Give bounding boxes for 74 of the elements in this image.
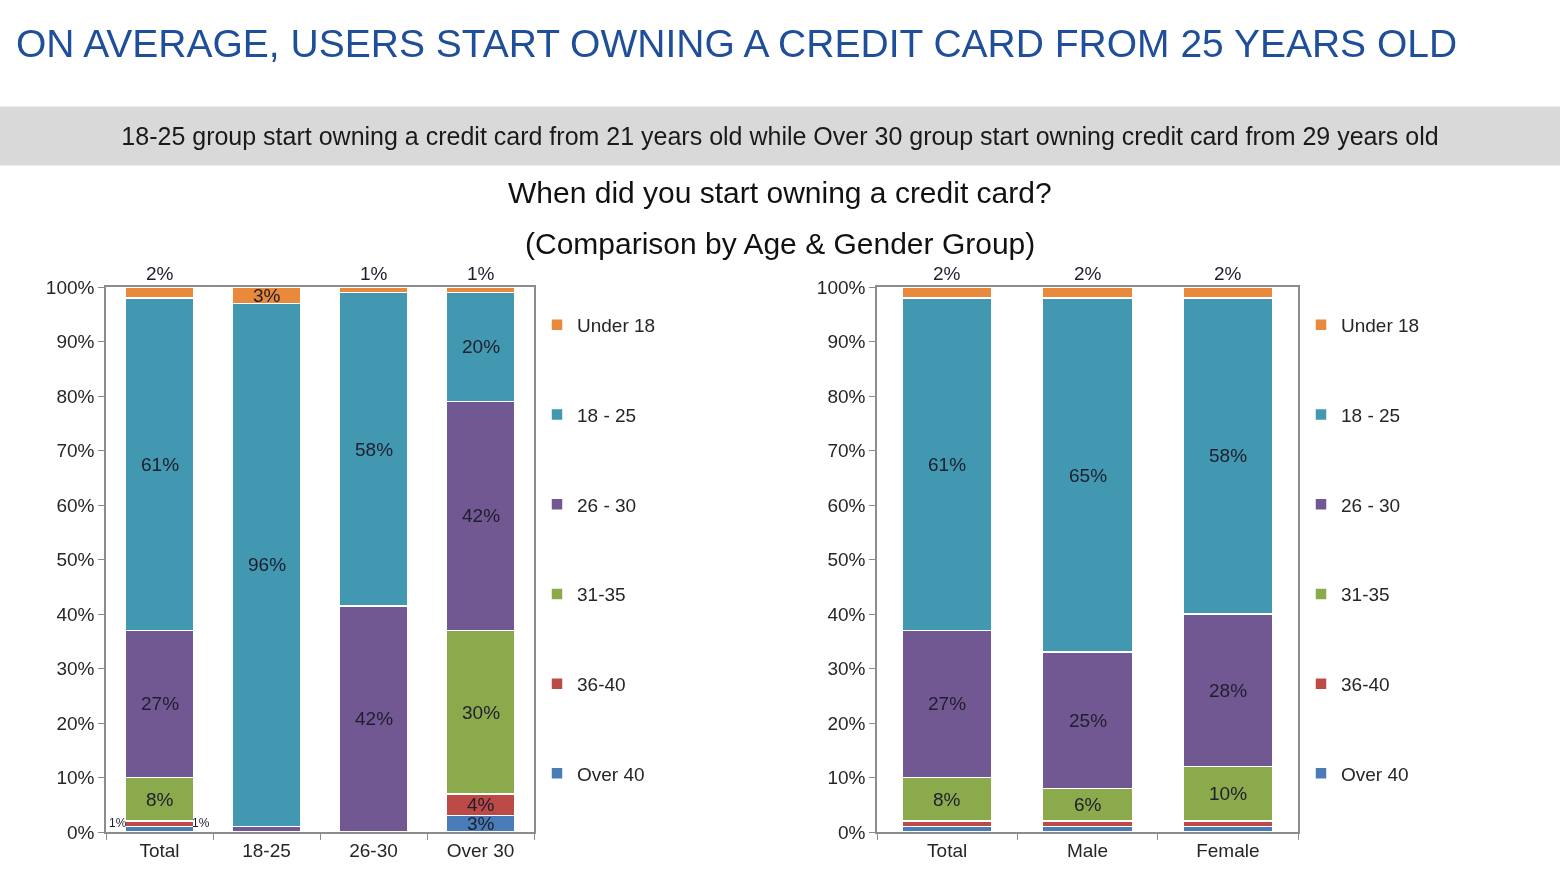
data-label: 58% xyxy=(1209,445,1248,466)
y-tick-label: 20% xyxy=(827,712,866,734)
legend-label: 36-40 xyxy=(577,674,626,696)
data-label: 2% xyxy=(146,263,174,284)
data-label: 42% xyxy=(462,505,501,526)
y-tick-label: 70% xyxy=(827,440,866,462)
y-tick-label: 30% xyxy=(827,658,866,680)
x-tick-label: Total xyxy=(139,839,180,861)
data-label: 6% xyxy=(1074,794,1102,815)
y-tick-label: 100% xyxy=(45,276,95,298)
y-tick-label: 90% xyxy=(827,331,866,353)
data-label: 27% xyxy=(928,693,967,714)
data-label: 3% xyxy=(467,813,495,834)
y-tick-label: 50% xyxy=(56,549,95,571)
data-label: 2% xyxy=(1214,263,1242,284)
x-tick-label: Total xyxy=(927,839,968,861)
data-label: 1% xyxy=(109,816,127,830)
data-label: 2% xyxy=(1074,263,1102,284)
legend-label: 31-35 xyxy=(1341,584,1390,606)
data-label: 1% xyxy=(360,263,388,284)
data-label: 2% xyxy=(933,263,961,284)
y-tick-label: 80% xyxy=(827,385,866,407)
legend-label: Over 40 xyxy=(577,763,645,785)
data-label: 3% xyxy=(253,285,281,306)
data-label: 1% xyxy=(192,816,210,830)
data-label: 65% xyxy=(1069,465,1108,486)
y-tick-label: 20% xyxy=(56,712,95,734)
y-tick-label: 0% xyxy=(837,821,866,843)
data-label: 25% xyxy=(1069,710,1108,731)
x-tick-label: Male xyxy=(1066,839,1109,861)
legend-label: 26 - 30 xyxy=(577,494,637,516)
data-label: 8% xyxy=(933,789,961,810)
x-tick-label: 18-25 xyxy=(242,839,291,861)
data-label: 30% xyxy=(462,702,501,723)
y-tick-label: 40% xyxy=(827,603,866,625)
y-tick-label: 70% xyxy=(56,440,95,462)
y-tick-label: 60% xyxy=(56,494,95,516)
data-label: 96% xyxy=(248,554,287,575)
legend-label: Over 40 xyxy=(1341,763,1409,785)
y-tick-label: 0% xyxy=(66,821,95,843)
y-tick-label: 50% xyxy=(827,549,866,571)
data-label: 61% xyxy=(141,454,180,475)
data-label: 4% xyxy=(467,794,495,815)
data-label: 28% xyxy=(1209,680,1248,701)
text: 18-25 group start owning a credit card from 21 years old while Over 30 group start owning credit card from 29 years old xyxy=(121,122,1439,150)
data-label: 20% xyxy=(462,336,501,357)
y-tick-label: 80% xyxy=(56,385,95,407)
legend-label: Under 18 xyxy=(1341,315,1420,337)
y-tick-label: 90% xyxy=(56,331,95,353)
text: (Comparison by Age & Gender Group) xyxy=(525,227,1036,260)
legend-label: 26 - 30 xyxy=(1341,494,1401,516)
legend-label: 36-40 xyxy=(1341,674,1390,696)
y-tick-label: 60% xyxy=(827,494,866,516)
x-tick-label: Female xyxy=(1196,839,1260,861)
data-label: 61% xyxy=(928,454,967,475)
y-tick-label: 10% xyxy=(827,767,866,789)
data-label: 58% xyxy=(355,439,394,460)
y-tick-label: 100% xyxy=(816,276,866,298)
data-label: 27% xyxy=(141,693,180,714)
legend-label: 18 - 25 xyxy=(1341,404,1401,426)
y-tick-label: 10% xyxy=(56,767,95,789)
legend-label: Under 18 xyxy=(577,315,656,337)
y-tick-label: 40% xyxy=(56,603,95,625)
legend-label: 18 - 25 xyxy=(577,404,637,426)
legend-label: 31-35 xyxy=(577,584,626,606)
y-tick-label: 30% xyxy=(56,658,95,680)
text: ON AVERAGE, USERS START OWNING A CREDIT CARD FROM 25 YEARS OLD xyxy=(16,22,1458,65)
data-label: 42% xyxy=(355,708,394,729)
data-label: 10% xyxy=(1209,783,1248,804)
text: When did you start owning a credit card? xyxy=(508,176,1052,209)
x-tick-label: Over 30 xyxy=(446,839,515,861)
x-tick-label: 26-30 xyxy=(349,839,398,861)
data-label: 1% xyxy=(467,263,495,284)
data-label: 8% xyxy=(146,789,174,810)
